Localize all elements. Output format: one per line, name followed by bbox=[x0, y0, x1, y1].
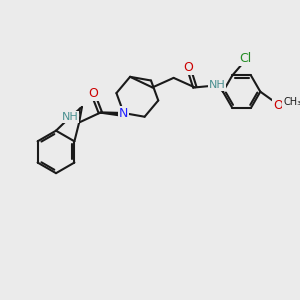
Text: CH₃: CH₃ bbox=[283, 97, 300, 107]
Text: O: O bbox=[88, 87, 98, 100]
Text: Cl: Cl bbox=[239, 52, 251, 65]
Text: N: N bbox=[119, 106, 128, 120]
Text: O: O bbox=[184, 61, 194, 74]
Text: N: N bbox=[119, 106, 128, 120]
Text: NH: NH bbox=[209, 80, 226, 90]
Text: O: O bbox=[273, 99, 283, 112]
Text: NH: NH bbox=[61, 112, 78, 122]
